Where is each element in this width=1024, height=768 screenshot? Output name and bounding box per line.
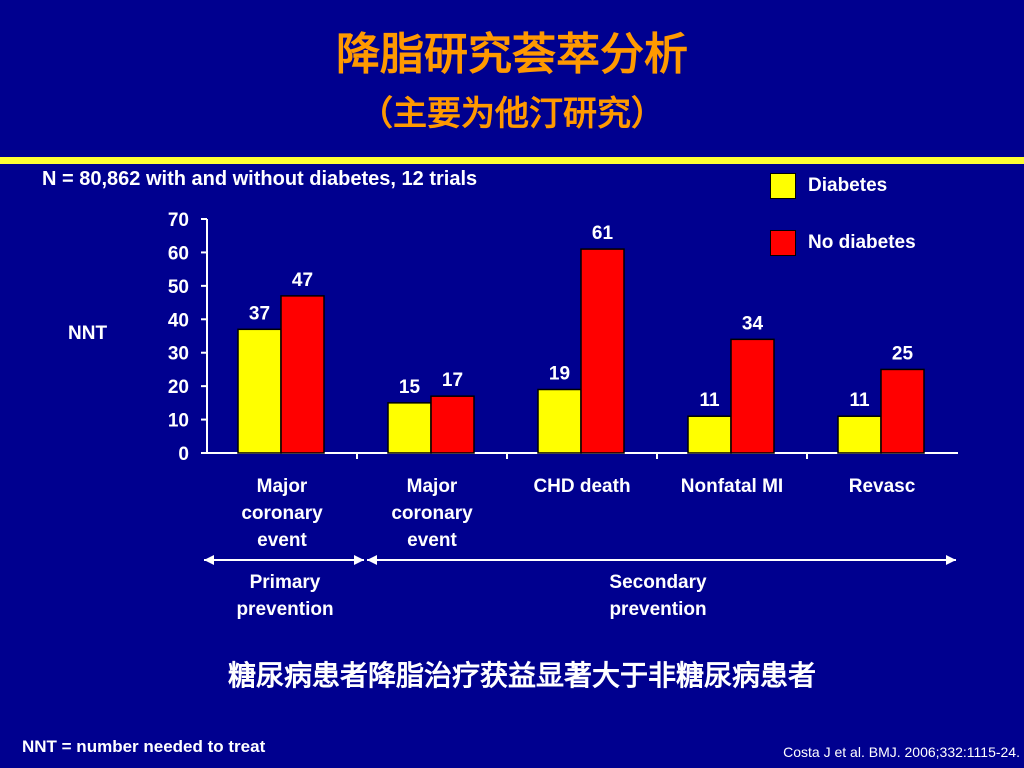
bar-diabetes (237, 328, 282, 454)
legend-swatch-no-diabetes (770, 230, 796, 256)
category-label-line: Revasc (848, 476, 916, 497)
slide-title: 降脂研究荟萃分析 (336, 29, 688, 80)
secondary-prevention-label: Secondary prevention (560, 569, 756, 623)
title-divider (0, 157, 1024, 164)
bar-value-label: 34 (742, 313, 764, 334)
bar-value-label: 11 (849, 390, 870, 411)
bar-diabetes (837, 415, 882, 454)
conclusion-text: 糖尿病患者降脂治疗获益显著大于非糖尿病患者 (227, 659, 816, 692)
bar-value-label: 25 (892, 343, 914, 364)
y-tick-label: 50 (168, 277, 189, 298)
legend-label-no-diabetes: No diabetes (808, 232, 916, 253)
bar-value-label: 61 (592, 223, 614, 244)
bar-value-label: 47 (292, 270, 313, 291)
bar-no-diabetes (280, 295, 325, 454)
slide-subtitle: （主要为他汀研究） (359, 94, 665, 134)
primary-label-line: Primary (249, 572, 321, 593)
category-label-line: Major (256, 476, 308, 497)
bar-value-label: 19 (549, 363, 570, 384)
legend-swatch-diabetes (770, 173, 796, 199)
category-label-line: CHD death (533, 476, 631, 497)
primary-arrow-right-head (354, 555, 364, 565)
category-label-line: Nonfatal MI (680, 476, 784, 497)
category-label-line: event (407, 530, 457, 551)
category-label: Major coronary event (207, 473, 357, 554)
bar-diabetes (387, 402, 432, 454)
bar-value-label: 17 (442, 370, 463, 391)
secondary-label-line: prevention (609, 599, 707, 620)
citation: Costa J et al. BMJ. 2006;332:1115-24. (783, 744, 1020, 760)
category-label-line: coronary (241, 503, 323, 524)
y-axis-label: NNT (68, 323, 108, 344)
primary-arrow-left-head (204, 555, 214, 565)
sample-size-note: N = 80,862 with and without diabetes, 12… (42, 168, 478, 190)
category-label: Major coronary event (357, 473, 507, 554)
secondary-arrow-left-head (367, 555, 377, 565)
bar-value-label: 37 (249, 303, 270, 324)
category-label: Nonfatal MI (657, 473, 807, 500)
y-tick-label: 60 (168, 243, 189, 264)
bar-no-diabetes (730, 338, 775, 454)
y-tick-label: 10 (168, 411, 189, 432)
bar-value-label: 11 (699, 390, 720, 411)
category-label-line: Major (406, 476, 458, 497)
y-tick-label: 0 (178, 444, 189, 465)
category-label: Revasc (807, 473, 957, 500)
secondary-label-line: Secondary (609, 572, 707, 593)
bar-diabetes (687, 415, 732, 454)
bar-no-diabetes (880, 368, 925, 454)
y-tick-label: 40 (168, 310, 189, 331)
primary-label-line: prevention (236, 599, 334, 620)
secondary-arrow-right-head (946, 555, 956, 565)
y-tick-label: 30 (168, 344, 189, 365)
category-label-line: coronary (391, 503, 473, 524)
nnt-footnote: NNT = number needed to treat (22, 737, 266, 756)
category-label: CHD death (507, 473, 657, 500)
bar-diabetes (537, 388, 582, 454)
primary-prevention-label: Primary prevention (210, 569, 360, 623)
bar-no-diabetes (580, 248, 625, 454)
y-tick-label: 20 (168, 377, 189, 398)
category-label-line: event (257, 530, 307, 551)
bar-value-label: 15 (399, 377, 421, 398)
y-tick-label: 70 (168, 210, 189, 231)
legend-label-diabetes: Diabetes (808, 175, 888, 196)
bar-no-diabetes (430, 395, 475, 454)
